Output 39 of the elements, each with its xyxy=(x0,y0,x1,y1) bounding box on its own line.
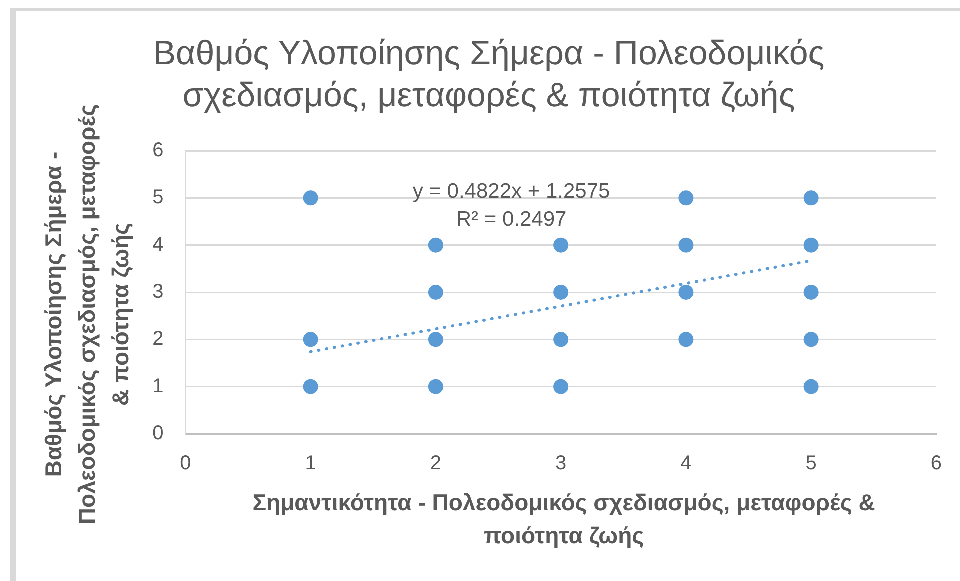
point xyxy=(678,190,694,206)
point xyxy=(428,332,444,348)
point xyxy=(554,332,569,348)
x-axis-title: Σημαντικότητα - Πολεοδομικός σχεδιασμός, μεταφορές & ποιότητα ζωής xyxy=(252,489,876,548)
point xyxy=(303,379,318,394)
x-tick-label: 5 xyxy=(806,452,817,475)
chart-title: Βαθμός Υλοποίησης Σήμερα - Πολεοδομικός σχεδιασμός, μεταφορές & ποιότητα ζωής xyxy=(153,34,825,114)
y-tick-label: 3 xyxy=(152,281,164,304)
y-axis-title: Βαθμός Υλοποίησης Σήμερα - Πολεοδομικός σχεδιασμός, μεταφορές & ποιότητα ζωής xyxy=(40,104,134,525)
point xyxy=(428,379,444,394)
x-tick-label: 4 xyxy=(680,452,692,475)
x-tick-label: 2 xyxy=(430,452,442,475)
point xyxy=(678,285,694,300)
x-tick-label: 6 xyxy=(930,452,942,475)
point xyxy=(804,190,819,206)
point xyxy=(804,285,819,300)
y-tick-label: 6 xyxy=(152,140,164,162)
point xyxy=(303,332,318,348)
y-tick-label: 4 xyxy=(152,234,164,256)
y-tick-label: 1 xyxy=(152,375,164,398)
x-tick-label: 0 xyxy=(180,452,192,475)
point xyxy=(554,379,569,394)
annotation: R² = 0.2497 xyxy=(456,208,567,231)
x-tick-label: 1 xyxy=(305,452,316,475)
point xyxy=(804,332,819,348)
annotation: y = 0.4822x + 1.2575 xyxy=(412,180,610,203)
y-tick-label: 5 xyxy=(152,186,164,209)
point xyxy=(804,379,819,394)
y-tick-label: 0 xyxy=(152,422,164,445)
point xyxy=(678,332,694,348)
point xyxy=(804,238,819,253)
x-tick-label: 3 xyxy=(556,452,567,475)
point xyxy=(678,238,694,253)
point xyxy=(554,285,569,300)
y-tick-label: 2 xyxy=(152,328,164,350)
point xyxy=(428,285,444,300)
point xyxy=(428,238,444,253)
point xyxy=(303,190,318,206)
point xyxy=(554,238,569,253)
